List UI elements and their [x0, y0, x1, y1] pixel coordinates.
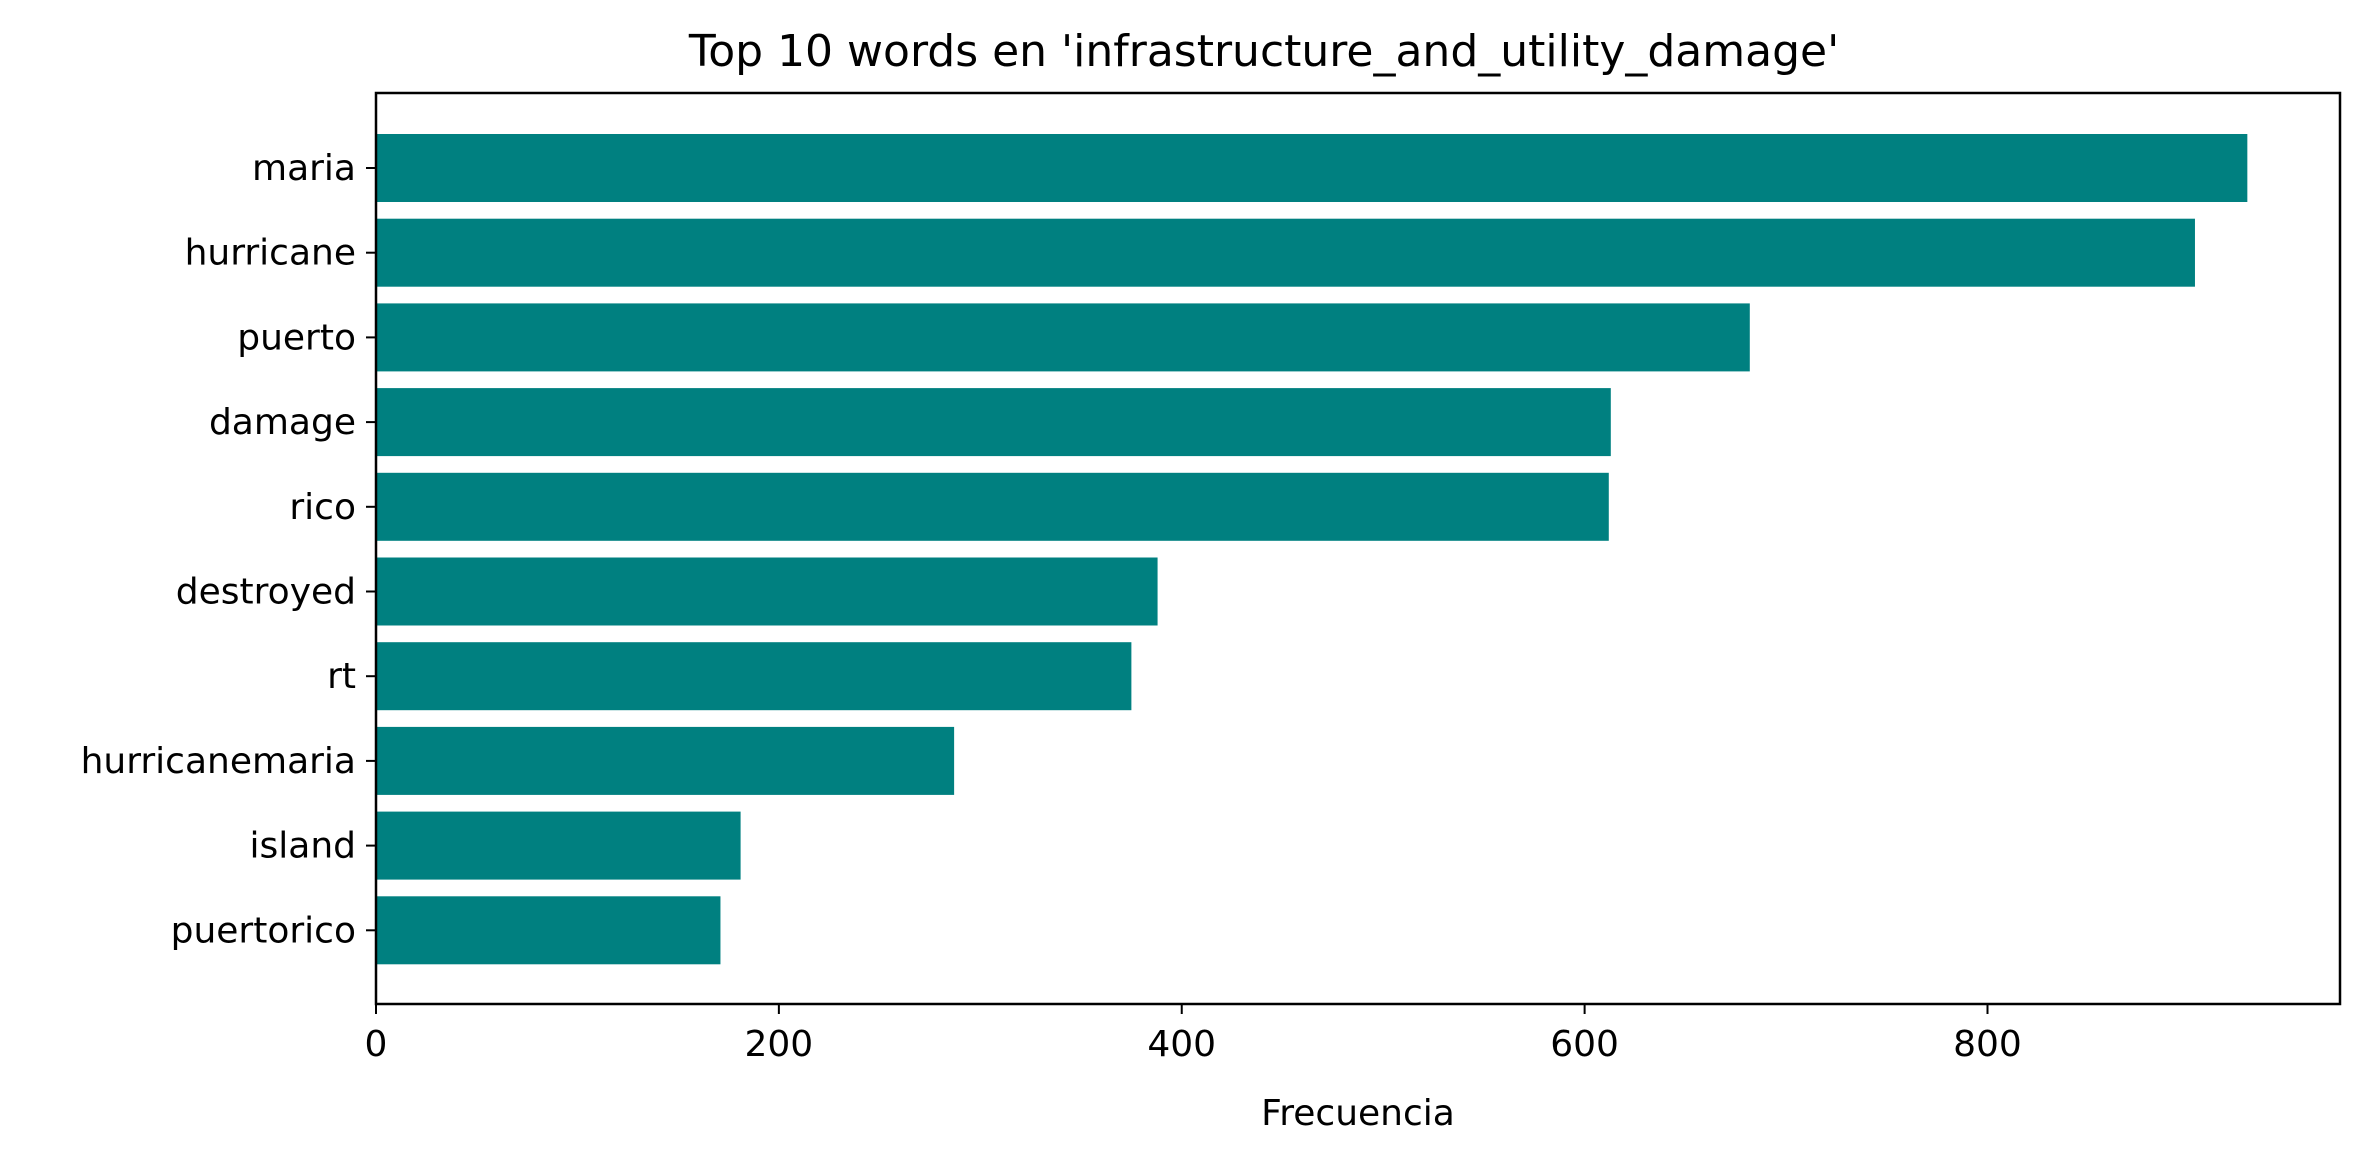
bar-puertorico	[376, 896, 721, 965]
x-tick-label: 800	[1953, 1024, 2022, 1065]
plot-frame	[374, 91, 2342, 1006]
y-tick-label-hurricanemaria: hurricanemaria	[81, 741, 356, 782]
chart-title: Top 10 words en 'infrastructure_and_util…	[688, 26, 1839, 77]
x-tick-label: 0	[365, 1024, 388, 1065]
y-tick-label-destroyed: destroyed	[176, 572, 356, 613]
x-tick-label: 400	[1147, 1024, 1216, 1065]
x-axis-label: Frecuencia	[1261, 1093, 1455, 1134]
x-ticks: 0 200 400 600 800	[365, 1004, 2022, 1065]
bar-puerto	[376, 303, 1750, 372]
bar-rico	[376, 472, 1609, 541]
y-tick-label-rt: rt	[327, 656, 356, 697]
x-tick-label: 200	[745, 1024, 814, 1065]
bar-hurricane	[376, 218, 2195, 287]
bar-maria	[376, 134, 2248, 202]
bars-layer	[376, 134, 2248, 965]
y-tick-label-damage: damage	[209, 402, 356, 443]
bar-hurricanemaria	[376, 726, 955, 795]
y-tick-labels: maria hurricane puerto damage rico destroyed r…	[81, 148, 376, 951]
y-tick-label-island: island	[250, 826, 357, 867]
y-tick-label-rico: rico	[289, 487, 356, 528]
bar-damage	[376, 388, 1611, 457]
y-tick-label-maria: maria	[252, 148, 356, 189]
y-tick-label-puerto: puerto	[237, 317, 356, 358]
y-tick-label-hurricane: hurricane	[185, 233, 356, 274]
y-tick-label-puertorico: puertorico	[171, 910, 356, 951]
x-tick-label: 600	[1550, 1024, 1619, 1065]
bar-island	[376, 811, 741, 880]
bar-rt	[376, 642, 1132, 711]
bar-destroyed	[376, 557, 1158, 626]
